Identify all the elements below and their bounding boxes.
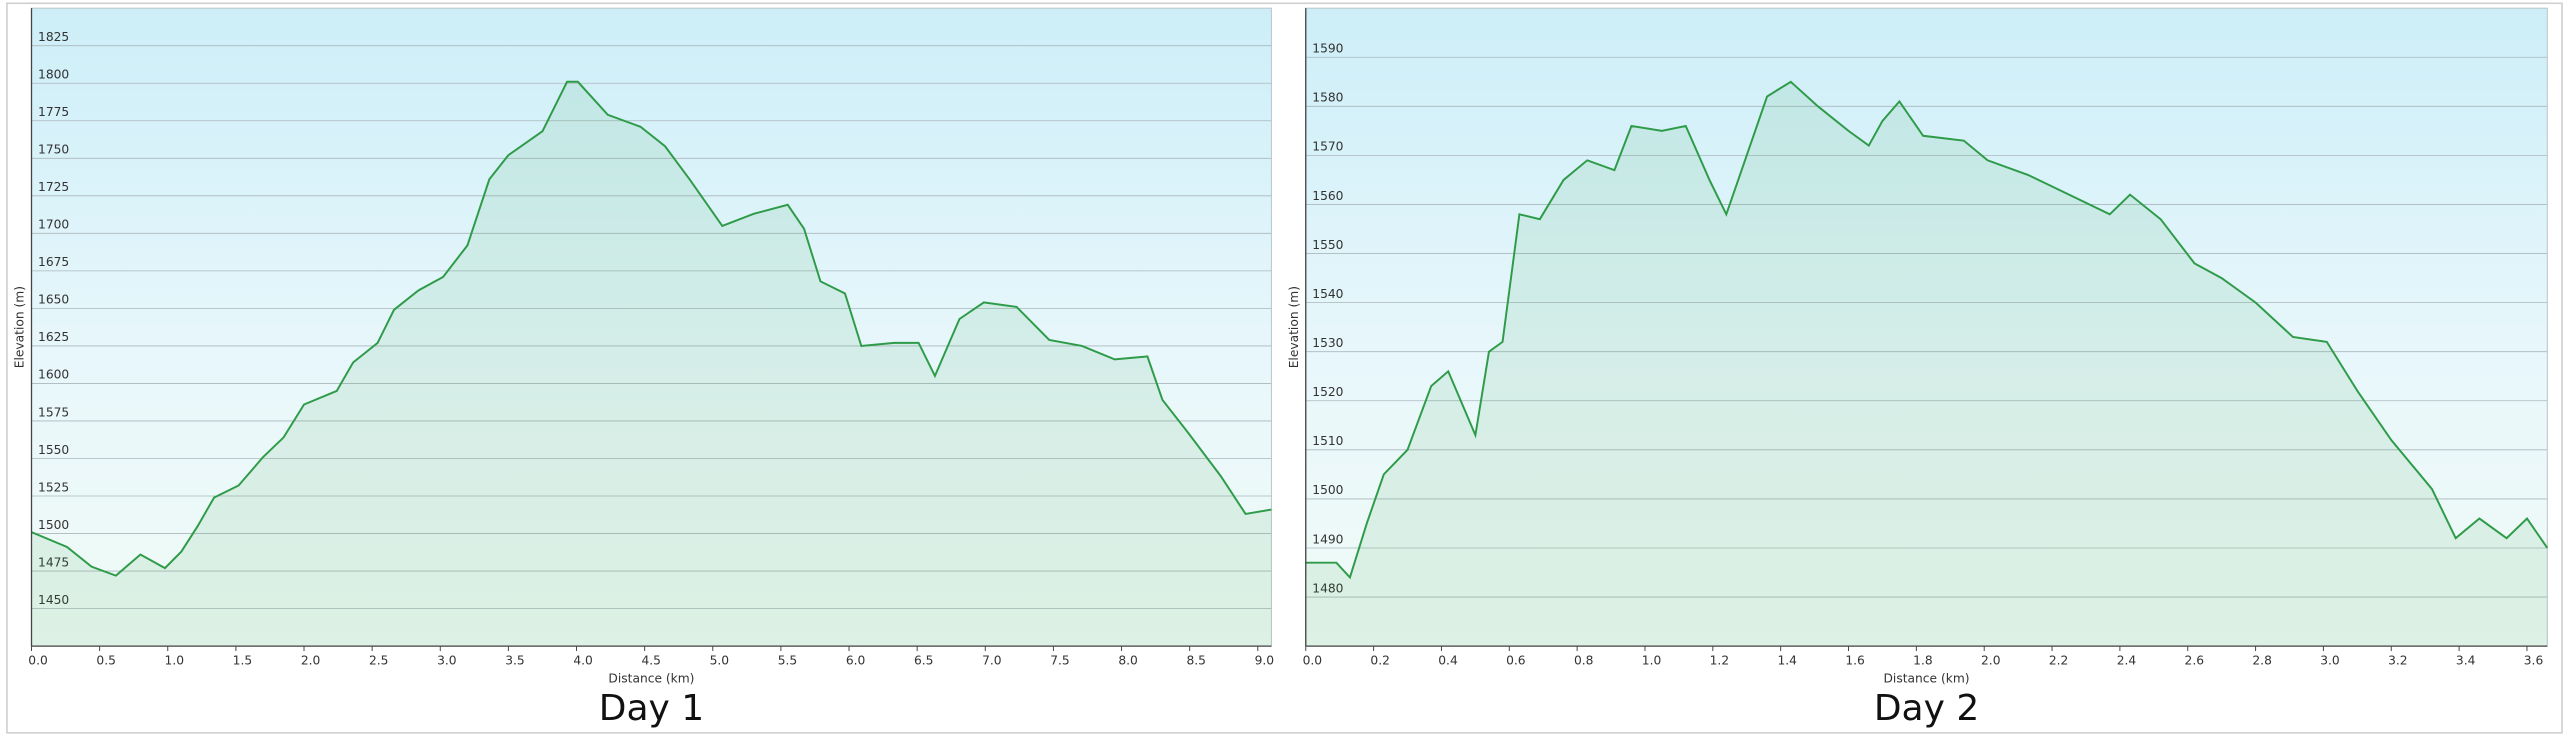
y-tick-label: 1550: [1312, 238, 1343, 252]
plot-background: [31, 7, 1272, 647]
y-tick-label: 1500: [38, 518, 69, 532]
y-axis-label: Elevation (m): [13, 286, 27, 368]
x-axis-label: Distance (km): [1884, 671, 1970, 685]
y-tick-label: 1775: [38, 105, 69, 119]
x-tick-label: 3.2: [2388, 653, 2407, 667]
x-tick-label: 2.6: [2185, 653, 2205, 667]
chart-title: Day 1: [599, 688, 704, 729]
x-tick-label: 6.0: [846, 653, 865, 667]
y-tick-label: 1480: [1312, 581, 1343, 595]
y-tick-label: 1550: [38, 443, 69, 457]
y-tick-label: 1560: [1312, 189, 1343, 203]
x-tick-label: 9.0: [1255, 653, 1274, 667]
y-tick-label: 1570: [1312, 140, 1343, 154]
x-tick-label: 2.4: [2117, 653, 2137, 667]
y-tick-label: 1520: [1312, 385, 1343, 399]
y-tick-label: 1510: [1312, 434, 1343, 448]
x-tick-label: 0.0: [1303, 653, 1322, 667]
x-tick-label: 2.8: [2252, 653, 2271, 667]
y-tick-label: 1800: [38, 68, 69, 82]
y-tick-label: 1450: [38, 593, 69, 607]
x-tick-label: 0.6: [1506, 653, 1526, 667]
y-tick-label: 1530: [1312, 336, 1343, 350]
y-tick-label: 1725: [38, 180, 69, 194]
y-tick-label: 1580: [1312, 91, 1343, 105]
x-tick-label: 1.4: [1777, 653, 1797, 667]
y-tick-label: 1700: [38, 218, 69, 232]
x-tick-label: 0.4: [1438, 653, 1458, 667]
x-tick-label: 3.0: [2320, 653, 2339, 667]
x-tick-label: 3.6: [2524, 653, 2544, 667]
x-tick-label: 1.0: [1642, 653, 1661, 667]
x-tick-label: 8.0: [1118, 653, 1137, 667]
x-tick-label: 1.5: [233, 653, 252, 667]
y-tick-label: 1525: [38, 480, 69, 494]
y-tick-label: 1540: [1312, 287, 1343, 301]
elevation-line: [1305, 80, 2549, 580]
area: [1305, 81, 2548, 647]
y-tick-label: 1650: [38, 293, 69, 307]
x-tick-label: 2.5: [369, 653, 388, 667]
x-tick-label: 1.2: [1710, 653, 1729, 667]
x-tick-label: 2.2: [2049, 653, 2068, 667]
x-tick-label: 2.0: [1981, 653, 2000, 667]
y-tick-label: 1590: [1312, 42, 1343, 56]
x-tick-label: 0.0: [28, 653, 47, 667]
x-tick-label: 0.8: [1574, 653, 1593, 667]
x-tick-label: 2.0: [301, 653, 320, 667]
x-axis-label: Distance (km): [608, 671, 694, 685]
x-tick-label: 1.0: [165, 653, 184, 667]
x-tick-label: 4.5: [641, 653, 660, 667]
y-tick-label: 1490: [1312, 532, 1343, 546]
x-tick-label: 8.5: [1186, 653, 1205, 667]
y-tick-label: 1750: [38, 143, 69, 157]
x-tick-label: 5.0: [710, 653, 729, 667]
x-tick-label: 0.2: [1370, 653, 1389, 667]
x-tick-label: 3.4: [2456, 653, 2476, 667]
x-tick-label: 5.5: [778, 653, 797, 667]
plot-background: [1305, 7, 2548, 647]
x-tick-label: 6.5: [914, 653, 933, 667]
chart-title: Day 2: [1874, 688, 1979, 729]
x-tick-label: 3.5: [505, 653, 524, 667]
y-tick-label: 1500: [1312, 483, 1343, 497]
x-tick-label: 3.0: [437, 653, 456, 667]
area: [31, 81, 1272, 647]
x-tick-label: 1.8: [1913, 653, 1932, 667]
y-tick-label: 1675: [38, 255, 69, 269]
x-tick-label: 7.5: [1050, 653, 1069, 667]
y-tick-label: 1825: [38, 30, 69, 44]
x-tick-label: 7.0: [982, 653, 1001, 667]
y-tick-label: 1475: [38, 555, 69, 569]
x-tick-label: 4.0: [573, 653, 592, 667]
y-tick-label: 1625: [38, 330, 69, 344]
y-axis-label: Elevation (m): [1287, 286, 1301, 368]
elevation-line: [31, 80, 1272, 577]
y-tick-label: 1600: [38, 368, 69, 382]
x-tick-label: 0.5: [96, 653, 115, 667]
x-tick-label: 1.6: [1845, 653, 1865, 667]
y-tick-label: 1575: [38, 405, 69, 419]
